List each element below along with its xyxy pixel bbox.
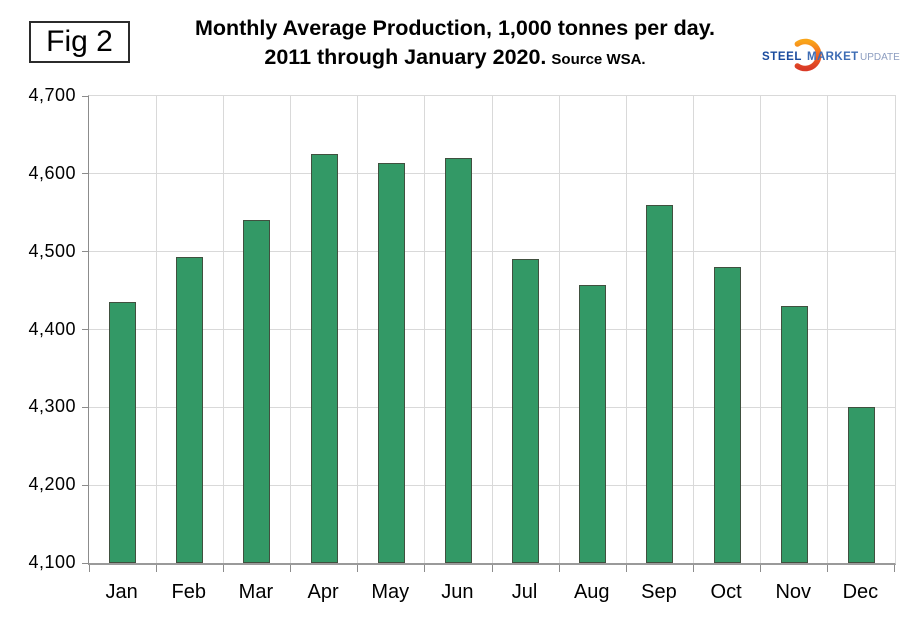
figure-number-label: Fig 2 — [46, 25, 113, 58]
v-gridline — [222, 96, 224, 563]
x-tick-label-aug: Aug — [573, 581, 610, 603]
x-tick-label-jan: Jan — [105, 581, 138, 603]
logo-swoosh-icon — [794, 38, 822, 72]
v-gridline — [290, 96, 291, 563]
x-tick-mark — [222, 565, 224, 572]
y-tick-label: 4,100 — [28, 552, 76, 572]
x-axis-labels: Jan Feb Mar Apr May Jun Jul Aug Sep Oct Nov Dec — [88, 579, 894, 609]
bar-mar — [243, 220, 271, 563]
source-note: Source WSA. — [551, 51, 646, 68]
x-tick-label-dec: Dec — [842, 581, 879, 603]
x-tick-label-may: May — [371, 581, 410, 603]
chart-title-line1: Monthly Average Production, 1,000 tonnes… — [194, 16, 716, 40]
bar-feb — [176, 257, 204, 563]
v-gridline — [491, 96, 493, 563]
bar-oct — [713, 267, 741, 563]
v-gridline — [558, 96, 560, 563]
y-tick-label: 4,500 — [28, 240, 76, 261]
logo-graphic: STEEL MARKET UPDATE — [762, 38, 900, 72]
x-tick-label-mar: Mar — [238, 581, 274, 603]
bar-nov — [780, 306, 808, 563]
logo-word-update: UPDATE — [860, 52, 900, 63]
y-tick-mark — [82, 484, 88, 486]
v-gridline — [357, 96, 359, 563]
x-tick-mark — [491, 565, 493, 572]
x-tick-mark — [155, 565, 157, 572]
bar-jun — [444, 158, 472, 563]
v-gridline — [693, 96, 694, 563]
v-gridline — [625, 96, 627, 563]
x-tick-mark — [760, 565, 762, 572]
logo-word-market: MARKET — [807, 51, 859, 63]
chart-title-line2-text: 2011 through January 2020. — [264, 45, 547, 69]
y-tick-label: 4,300 — [28, 396, 76, 417]
chart-title-line2: 2011 through January 2020. Source WSA. — [105, 43, 805, 74]
x-tick-mark — [558, 565, 560, 572]
v-gridline — [760, 96, 762, 563]
bar-aug — [579, 285, 607, 563]
x-tick-mark — [827, 565, 829, 572]
x-tick-label-oct: Oct — [710, 581, 742, 603]
x-tick-mark — [424, 565, 426, 572]
y-tick-label: 4,700 — [28, 85, 76, 105]
x-tick-label-jun: Jun — [441, 581, 474, 603]
x-tick-label-sep: Sep — [641, 581, 677, 603]
x-tick-label-jul: Jul — [511, 581, 538, 603]
y-tick-mark — [82, 251, 88, 253]
x-tick-mark — [88, 565, 90, 572]
y-axis-labels: 4,700 4,600 4,500 4,400 4,300 4,200 4,100 — [0, 85, 76, 572]
bar-sep — [646, 205, 674, 563]
y-tick-label: 4,200 — [28, 474, 76, 495]
figure-number-box: Fig 2 — [29, 21, 130, 63]
x-tick-mark — [290, 565, 291, 572]
v-gridline — [827, 96, 829, 563]
y-tick-label: 4,400 — [28, 318, 76, 339]
v-gridline — [424, 96, 426, 563]
y-tick-mark — [82, 562, 88, 564]
y-tick-mark — [82, 406, 88, 408]
bar-may — [377, 163, 405, 563]
bar-dec — [847, 407, 875, 563]
x-tick-label-nov: Nov — [775, 581, 812, 603]
x-tick-label-feb: Feb — [171, 581, 206, 603]
plot-area — [82, 95, 896, 572]
logo-word-steel: STEEL — [762, 51, 802, 63]
chart-title: Monthly Average Production, 1,000 tonnes… — [105, 14, 805, 74]
x-tick-label-apr: Apr — [307, 581, 339, 603]
v-gridline — [155, 96, 157, 563]
bar-apr — [310, 154, 338, 563]
y-tick-label: 4,600 — [28, 162, 76, 183]
y-tick-mark — [82, 329, 88, 330]
x-tick-mark — [693, 565, 694, 572]
y-tick-mark — [82, 173, 88, 175]
x-tick-mark — [893, 565, 895, 572]
bar-jan — [109, 302, 137, 563]
bar-jul — [512, 259, 540, 563]
steel-market-update-logo: STEEL MARKET UPDATE — [760, 36, 900, 74]
x-tick-mark — [357, 565, 359, 572]
y-tick-mark — [82, 95, 88, 97]
x-tick-mark — [625, 565, 627, 572]
